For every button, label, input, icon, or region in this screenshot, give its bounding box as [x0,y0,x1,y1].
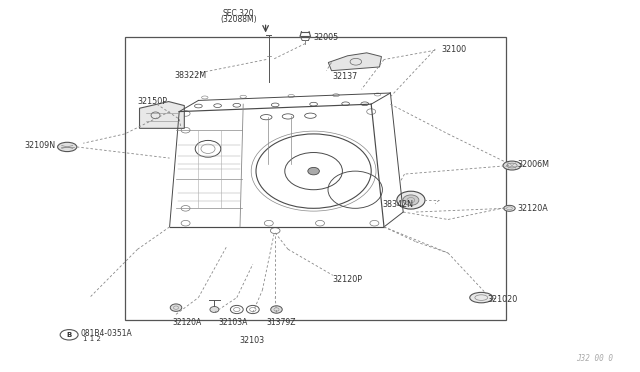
Text: 1 1 2: 1 1 2 [83,336,101,341]
Ellipse shape [170,304,182,311]
Text: 32006M: 32006M [517,160,549,169]
Ellipse shape [504,205,515,211]
Text: 32120A: 32120A [517,204,548,213]
Text: 32100: 32100 [442,45,467,54]
Text: 38322M: 38322M [174,71,206,80]
Polygon shape [328,53,381,71]
Text: SEC.320: SEC.320 [223,9,254,18]
Ellipse shape [470,292,493,303]
Text: 38342N: 38342N [383,200,413,209]
Ellipse shape [397,191,425,209]
Text: 321020: 321020 [488,295,518,304]
Text: 081B4-0351A: 081B4-0351A [81,329,132,338]
Text: 32150P: 32150P [137,97,167,106]
Text: 32120A: 32120A [173,318,202,327]
Bar [125,37,506,320]
Text: 32103: 32103 [239,336,264,345]
Ellipse shape [210,307,219,312]
Ellipse shape [308,167,319,175]
Text: 31379Z: 31379Z [266,318,296,327]
Ellipse shape [403,195,419,205]
Text: 32005: 32005 [314,33,339,42]
Text: J32 00 0: J32 00 0 [576,354,613,363]
Ellipse shape [271,306,282,313]
Text: 32137: 32137 [332,72,357,81]
Text: B: B [67,332,72,338]
Text: 32109N: 32109N [24,141,56,150]
Text: (32088M): (32088M) [221,15,257,24]
Ellipse shape [58,142,77,152]
Ellipse shape [503,161,521,170]
Text: 32103A: 32103A [219,318,248,327]
Polygon shape [140,102,184,128]
Text: 32120P: 32120P [333,275,363,284]
